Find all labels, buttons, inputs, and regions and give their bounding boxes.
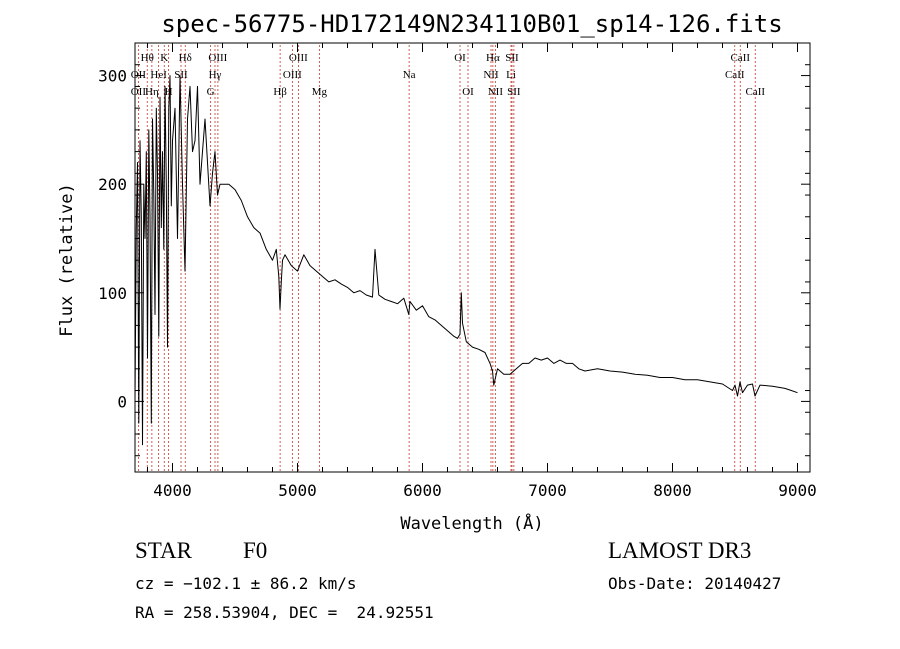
line-label-6: SII bbox=[174, 69, 188, 81]
line-label-25: CaII bbox=[730, 52, 750, 64]
y-tick-label-200: 200 bbox=[98, 175, 127, 194]
line-label-3: Hη bbox=[145, 86, 159, 98]
y-tick-label-300: 300 bbox=[98, 67, 127, 86]
series-line-spectrum bbox=[134, 75, 798, 446]
y-tick-label-0: 0 bbox=[117, 392, 127, 411]
line-label-2: OII bbox=[131, 86, 147, 98]
spectral-subclass: F0 bbox=[243, 538, 268, 563]
series-layer bbox=[134, 75, 798, 446]
line-label-20: SII bbox=[505, 52, 519, 64]
x-tick-label-5000: 5000 bbox=[278, 481, 317, 500]
line-label-18: OI bbox=[462, 86, 474, 98]
line-label-17: OI bbox=[454, 52, 466, 64]
line-label-21: NII bbox=[483, 69, 499, 81]
line-label-27: CaII bbox=[745, 86, 765, 98]
object-type: STAR bbox=[135, 538, 192, 563]
line-label-26: CaII bbox=[725, 69, 745, 81]
plot-frame bbox=[134, 42, 811, 473]
redshift-velocity: cz = −102.1 ± 86.2 km/s bbox=[135, 574, 357, 593]
line-label-22: Li bbox=[506, 69, 516, 81]
line-label-9: OIII bbox=[208, 52, 227, 64]
line-label-13: OIII bbox=[283, 69, 302, 81]
y-tick-label-100: 100 bbox=[98, 284, 127, 303]
line-label-1: OII bbox=[131, 69, 147, 81]
line-label-7: H bbox=[165, 86, 173, 98]
line-label-11: G bbox=[207, 86, 215, 98]
line-label-5: K bbox=[160, 52, 168, 64]
x-tick-label-9000: 9000 bbox=[778, 481, 817, 500]
emission-line-markers bbox=[137, 45, 756, 472]
x-tick-label-7000: 7000 bbox=[528, 481, 567, 500]
line-label-12: OIII bbox=[289, 52, 308, 64]
x-tick-label-4000: 4000 bbox=[153, 481, 192, 500]
line-label-8: Hδ bbox=[179, 52, 192, 64]
line-label-0: Hθ bbox=[141, 52, 154, 64]
x-axis-label: Wavelength (Å) bbox=[400, 512, 543, 534]
line-label-15: Mg bbox=[312, 86, 328, 98]
survey-name: LAMOST DR3 bbox=[608, 538, 752, 563]
line-label-16: Na bbox=[403, 69, 416, 81]
axis-ticks: 4000 5000 6000 7000 8000 9000 0 100 200 300 bbox=[98, 43, 817, 500]
line-label-4: HeI bbox=[150, 69, 167, 81]
x-tick-label-6000: 6000 bbox=[403, 481, 442, 500]
line-label-14: Hβ bbox=[273, 86, 287, 98]
line-label-19: Hα bbox=[486, 52, 500, 64]
sky-coordinates: RA = 258.53904, DEC = 24.92551 bbox=[135, 603, 434, 622]
line-label-10: Hγ bbox=[209, 69, 222, 81]
y-axis-label: Flux (relative) bbox=[57, 183, 77, 337]
line-label-23: NII bbox=[488, 86, 504, 98]
observation-date: Obs-Date: 20140427 bbox=[608, 574, 782, 593]
line-label-24: SII bbox=[507, 86, 521, 98]
x-tick-label-8000: 8000 bbox=[653, 481, 692, 500]
chart-title: spec-56775-HD172149N234110B01_sp14-126.f… bbox=[161, 10, 782, 38]
